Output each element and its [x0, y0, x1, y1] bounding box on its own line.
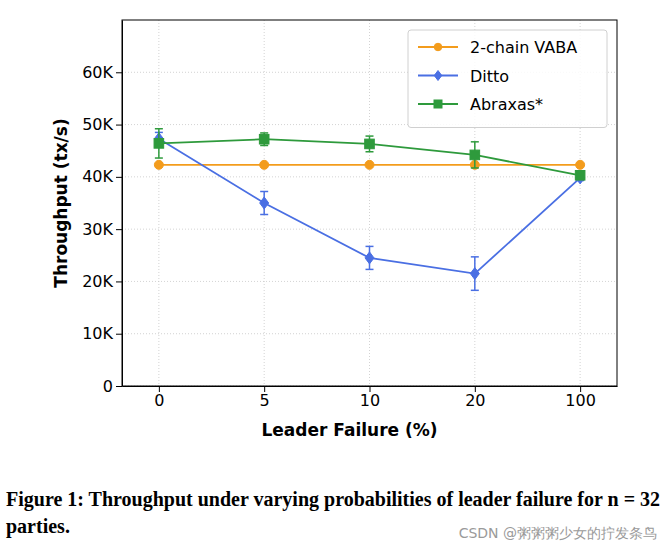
error-bar	[471, 257, 479, 290]
series-marker	[576, 160, 585, 169]
x-axis: 0 5 10 20 100	[123, 386, 618, 410]
y-tick-mark	[116, 334, 122, 335]
error-bar-cap	[155, 128, 163, 130]
y-tick-mark	[116, 72, 122, 73]
x-tick: 5	[260, 386, 270, 410]
legend-marker	[434, 43, 442, 51]
x-tick-label: 0	[154, 391, 164, 410]
y-tick-mark	[116, 281, 122, 282]
legend-entry: Abraxas*	[418, 95, 543, 114]
series-marker	[365, 160, 374, 169]
series-marker	[154, 139, 164, 149]
error-bar-cap	[260, 214, 268, 216]
y-tick-label: 30K	[82, 220, 113, 239]
x-tick: 20	[465, 386, 485, 410]
chart-svg: 0 10K 20K 30K 40K 50K 60K 0 5 10 20 100 Leader Failu…	[0, 0, 672, 552]
error-bar-cap	[260, 145, 268, 147]
series-marker	[365, 139, 375, 149]
series-line	[159, 139, 580, 274]
y-tick-label: 40K	[82, 167, 113, 186]
x-tick-label: 5	[260, 391, 270, 410]
error-bar-cap	[366, 135, 374, 137]
error-bar-cap	[471, 167, 479, 169]
y-tick-mark	[116, 229, 122, 230]
y-tick: 40K	[82, 167, 122, 186]
error-bar	[155, 129, 163, 158]
error-bar-cap	[471, 290, 479, 292]
grid	[122, 20, 617, 386]
error-bar	[260, 133, 268, 146]
y-tick: 30K	[82, 220, 122, 239]
series	[154, 132, 584, 290]
error-bar-cap	[366, 246, 374, 248]
y-tick-label: 20K	[82, 272, 113, 291]
error-bar	[471, 142, 479, 168]
legend-label: Abraxas*	[470, 95, 543, 114]
x-tick-label: 20	[465, 391, 485, 410]
plot-frame	[122, 20, 617, 386]
y-tick-label: 0	[103, 377, 113, 396]
error-bar	[366, 246, 374, 269]
legend: 2-chain VABA Ditto Abraxas*	[408, 30, 607, 128]
series-marker	[154, 160, 163, 169]
error-bar	[366, 136, 374, 152]
series-marker	[575, 170, 585, 180]
x-axis-label: Leader Failure (%)	[261, 420, 437, 440]
series	[154, 129, 585, 180]
error-bar-cap	[366, 151, 374, 153]
y-tick-label: 10K	[82, 324, 113, 343]
watermark: CSDN @粥粥粥少女的拧发条鸟	[459, 525, 657, 541]
x-tick-label: 10	[360, 391, 380, 410]
grid-line-x	[158, 20, 159, 386]
y-axis: 0 10K 20K 30K 40K 50K 60K	[82, 21, 122, 396]
error-bar-cap	[260, 191, 268, 193]
legend-entry: 2-chain VABA	[418, 38, 577, 57]
grid-line-y	[122, 333, 617, 334]
y-tick: 10K	[82, 324, 122, 343]
y-tick: 60K	[82, 63, 122, 82]
error-bar	[260, 191, 268, 214]
series-marker	[470, 150, 480, 160]
legend-label: Ditto	[470, 67, 509, 86]
grid-line-y	[122, 229, 617, 230]
series-marker	[365, 252, 374, 264]
error-bar-cap	[471, 141, 479, 143]
legend-label: 2-chain VABA	[470, 38, 577, 57]
y-axis-label: Throughput (tx/s)	[51, 118, 71, 287]
legend-marker	[434, 71, 442, 81]
legend-box	[408, 30, 607, 128]
y-tick: 0	[103, 377, 122, 396]
error-bar-cap	[366, 269, 374, 271]
x-tick: 10	[360, 386, 380, 410]
legend-marker	[434, 100, 442, 108]
y-tick-mark	[116, 386, 122, 387]
error-bar-cap	[471, 256, 479, 258]
y-tick-mark	[116, 177, 122, 178]
y-tick-mark	[116, 125, 122, 126]
legend-entry: Ditto	[418, 67, 509, 86]
y-tick-label: 60K	[82, 63, 113, 82]
grid-line-x	[369, 20, 370, 386]
series-line	[159, 139, 580, 175]
y-axis-line	[122, 21, 123, 387]
series-marker	[260, 160, 269, 169]
series-marker	[470, 268, 479, 280]
series-marker	[260, 197, 269, 209]
plot-area	[154, 129, 585, 291]
series	[154, 160, 584, 169]
error-bar-cap	[155, 157, 163, 159]
x-tick-label: 100	[565, 391, 596, 410]
y-tick: 20K	[82, 272, 122, 291]
y-tick: 50K	[82, 115, 122, 134]
x-tick: 0	[154, 386, 164, 410]
series-marker	[259, 134, 269, 144]
y-tick-label: 50K	[82, 115, 113, 134]
error-bar-cap	[260, 132, 268, 134]
x-tick: 100	[565, 386, 596, 410]
